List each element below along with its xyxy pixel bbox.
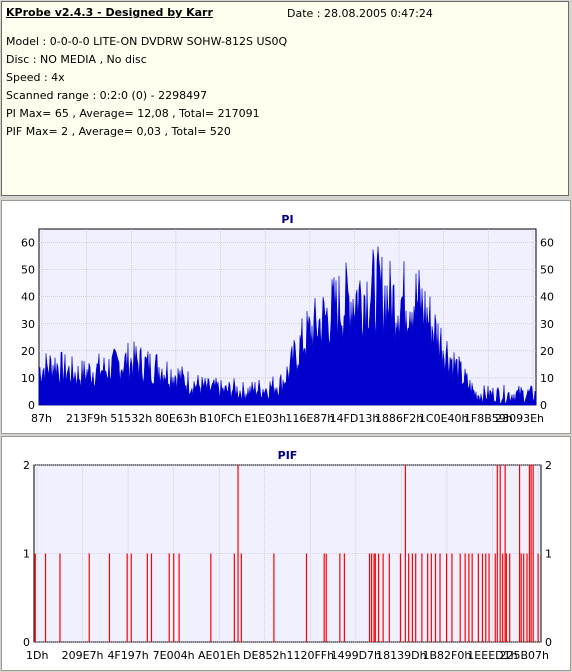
x-tick-label: 1EEED1h bbox=[467, 649, 517, 662]
disc-info-panel: KProbe v2.4.3 - Designed by Karr Date : … bbox=[1, 1, 569, 196]
x-tick-label: 14FD13h bbox=[330, 412, 380, 425]
x-tick-label: 51532h bbox=[110, 412, 152, 425]
x-tick-label: 1B82F0h bbox=[422, 649, 471, 662]
x-tick-label: 116E87h bbox=[285, 412, 334, 425]
y-tick-label-left: 1 bbox=[23, 548, 30, 561]
x-tick-label: 213F9h bbox=[66, 412, 107, 425]
x-tick-label: 1F8B59h bbox=[464, 412, 513, 425]
chart-title: PI bbox=[281, 213, 293, 226]
y-tick-label-right: 20 bbox=[540, 345, 554, 358]
pif-summary: PIF Max= 2 , Average= 0,03 , Total= 520 bbox=[6, 125, 231, 138]
y-tick-label-left: 60 bbox=[21, 237, 35, 250]
pi-chart-panel: PI 0 0 10 10 20 20 30 30 40 40 50 50 60 60 87h 213F9h 515… bbox=[1, 200, 571, 434]
y-tick-label-right: 2 bbox=[545, 459, 552, 472]
y-tick-label-right: 60 bbox=[540, 237, 554, 250]
x-tick-label: DE852h bbox=[243, 649, 286, 662]
y-tick-label-right: 0 bbox=[540, 399, 547, 412]
x-tick-label: E1E03h bbox=[244, 412, 286, 425]
y-tick-label-left: 30 bbox=[21, 318, 35, 331]
x-tick-label: 209E7h bbox=[62, 649, 104, 662]
x-tick-label: 1886F2h bbox=[375, 412, 423, 425]
pif-chart-panel: PIF 0 0 1 1 2 2 1Dh 209E7h 4F197h 7E004h AE01Eh DE85… bbox=[1, 436, 571, 671]
pi-series bbox=[38, 246, 537, 406]
scan-speed: Speed : 4x bbox=[6, 71, 65, 84]
x-tick-label: 225B07h bbox=[499, 649, 549, 662]
y-tick-label-left: 10 bbox=[21, 372, 35, 385]
scanned-range: Scanned range : 0:2:0 (0) - 2298497 bbox=[6, 89, 208, 102]
y-tick-label-left: 0 bbox=[23, 636, 30, 649]
x-tick-label: 1C0E40h bbox=[419, 412, 469, 425]
y-tick-label-left: 50 bbox=[21, 264, 35, 277]
x-tick-label: 1Dh bbox=[26, 649, 48, 662]
pif-chart: PIF 0 0 1 1 2 2 1Dh 209E7h 4F197h 7E004h AE01Eh DE85… bbox=[23, 449, 552, 662]
y-tick-label-right: 10 bbox=[540, 372, 554, 385]
x-tick-label: 23093Eh bbox=[495, 412, 544, 425]
app-title: KProbe v2.4.3 - Designed by Karr bbox=[6, 6, 213, 19]
y-tick-label-right: 1 bbox=[545, 548, 552, 561]
y-tick-label-left: 40 bbox=[21, 291, 35, 304]
x-tick-label: 4F197h bbox=[107, 649, 148, 662]
y-tick-label-left: 0 bbox=[28, 399, 35, 412]
x-tick-label: 87h bbox=[31, 412, 52, 425]
pif-series bbox=[34, 465, 539, 642]
y-tick-label-right: 30 bbox=[540, 318, 554, 331]
x-tick-label: 80E63h bbox=[155, 412, 197, 425]
pi-area bbox=[38, 246, 537, 406]
x-tick-label: B10FCh bbox=[199, 412, 242, 425]
drive-model: Model : 0-0-0-0 LITE-ON DVDRW SOHW-812S … bbox=[6, 35, 288, 48]
chart-title: PIF bbox=[278, 449, 298, 462]
x-tick-label: 1499D7h bbox=[331, 649, 381, 662]
info-lines: Model : 0-0-0-0 LITE-ON DVDRW SOHW-812S … bbox=[6, 33, 287, 141]
pi-chart: PI 0 0 10 10 20 20 30 30 40 40 50 50 60 60 87h 213F9h 515… bbox=[21, 213, 554, 425]
x-tick-label: AE01Eh bbox=[198, 649, 240, 662]
y-tick-label-right: 40 bbox=[540, 291, 554, 304]
pi-summary: PI Max= 65 , Average= 12,08 , Total= 217… bbox=[6, 107, 260, 120]
x-tick-label: 18139Dh bbox=[376, 649, 426, 662]
y-tick-label-right: 0 bbox=[545, 636, 552, 649]
x-tick-label: 7E004h bbox=[153, 649, 195, 662]
scan-date: Date : 28.08.2005 0:47:24 bbox=[287, 7, 433, 20]
x-tick-label: 1120FFh bbox=[286, 649, 334, 662]
disc-type: Disc : NO MEDIA , No disc bbox=[6, 53, 147, 66]
y-tick-label-left: 20 bbox=[21, 345, 35, 358]
y-tick-label-right: 50 bbox=[540, 264, 554, 277]
y-tick-label-left: 2 bbox=[23, 459, 30, 472]
